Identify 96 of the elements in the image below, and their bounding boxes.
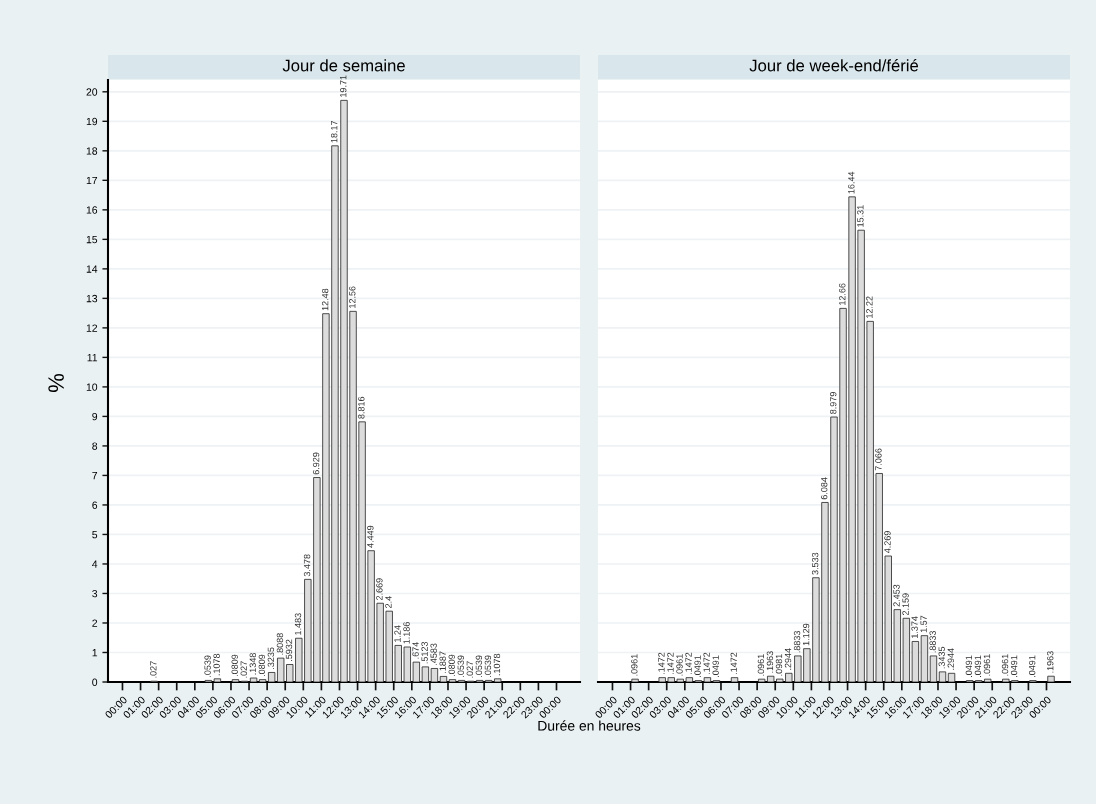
y-tick-label: 19: [86, 117, 98, 126]
chart-title: Jour de semaine: [282, 59, 405, 72]
y-tick-label: 0: [92, 678, 98, 686]
y-tick-label: 4: [92, 560, 98, 568]
data-label: .0491: [694, 655, 701, 677]
y-tick-label: 15: [86, 235, 98, 244]
data-label: 15.31: [857, 205, 864, 227]
data-label: .0491: [1010, 655, 1018, 677]
data-label: .1078: [493, 653, 501, 676]
data-label: 6.084: [820, 477, 828, 500]
data-label: .0809: [448, 654, 455, 677]
data-label: 1.186: [403, 622, 410, 644]
data-label: 7.066: [875, 448, 882, 471]
y-tick-label: 7: [92, 472, 98, 480]
data-label: .1963: [1047, 651, 1054, 673]
data-label: .0539: [204, 655, 211, 677]
data-label: .674: [412, 642, 419, 659]
y-tick-label: 3: [92, 589, 98, 598]
data-label: .1078: [213, 653, 220, 676]
y-tick-label: 9: [92, 412, 98, 421]
y-tick-label: 6: [92, 501, 98, 509]
y-tick-label: 18: [86, 147, 98, 155]
data-label: .5932: [285, 639, 293, 661]
data-label: 1.374: [911, 616, 918, 638]
data-label: .0961: [631, 654, 638, 676]
y-tick-label: 17: [86, 176, 98, 185]
data-label: 2.453: [893, 584, 900, 607]
data-label: .027: [240, 661, 247, 678]
data-label: 12.66: [839, 283, 846, 305]
data-label: .1472: [658, 652, 665, 675]
data-label: .0491: [965, 655, 973, 677]
y-tick-label: 2: [92, 619, 98, 627]
y-tick-label: 12: [86, 324, 98, 332]
data-label: .0961: [983, 654, 991, 676]
data-label: .8833: [793, 630, 801, 653]
data-label: .2944: [947, 648, 954, 670]
data-label: .0539: [457, 655, 464, 677]
data-label: .5123: [421, 641, 428, 664]
data-label: 4.449: [367, 525, 374, 548]
data-label: .1472: [667, 652, 674, 675]
data-label: .0491: [712, 655, 719, 677]
data-label: 1.483: [294, 613, 302, 635]
data-label: .0981: [775, 654, 783, 676]
chart-title: Jour de week-end/férié: [749, 59, 919, 72]
data-label: 1.24: [394, 625, 401, 642]
y-tick-label: 5: [92, 531, 98, 539]
data-label: .0961: [676, 654, 683, 676]
data-label: .0491: [1028, 655, 1036, 677]
data-label: 12.56: [349, 286, 356, 308]
data-label: 16.44: [848, 171, 855, 194]
data-label: 8.816: [358, 396, 365, 419]
y-axis-title: %: [48, 373, 64, 393]
data-label: .3235: [267, 647, 275, 669]
y-tick-label: 20: [86, 88, 98, 96]
data-label: .1963: [766, 651, 774, 673]
data-label: 2.159: [902, 593, 909, 616]
y-tick-label: 10: [86, 383, 98, 391]
data-label: 12.22: [866, 296, 873, 318]
data-label: .8833: [929, 630, 936, 653]
y-tick-label: 8: [92, 442, 98, 450]
data-label: 18.17: [330, 120, 338, 143]
data-label: 19.71: [340, 75, 347, 97]
data-label: .8088: [276, 633, 284, 655]
data-label: .0809: [231, 654, 238, 677]
y-tick-label: 16: [86, 206, 98, 214]
y-tick-label: 13: [86, 294, 98, 303]
data-label: 3.533: [811, 552, 819, 575]
data-label: .027: [466, 661, 474, 678]
data-label: .1348: [249, 653, 256, 675]
data-label: .2944: [784, 648, 792, 670]
data-label: 2.4: [385, 596, 392, 608]
data-label: .1887: [439, 651, 446, 673]
data-label: 3.478: [303, 554, 311, 577]
data-label: .4583: [430, 643, 437, 665]
data-label: .027: [150, 661, 157, 678]
data-label: .1472: [730, 652, 737, 675]
data-label: 6.929: [312, 452, 320, 475]
x-axis-title: Durée en heures: [538, 720, 641, 731]
data-label: 12.48: [321, 288, 329, 311]
data-label: .0539: [475, 655, 483, 677]
data-label: .0809: [258, 654, 266, 677]
data-label: .1472: [685, 652, 692, 675]
data-label: 1.129: [802, 623, 810, 646]
data-label: 1.57: [920, 615, 927, 633]
y-tick-label: 11: [87, 354, 98, 362]
data-label: 4.269: [884, 531, 891, 554]
data-label: .3435: [938, 646, 945, 669]
data-label: .0491: [974, 655, 982, 677]
data-label: 8.979: [830, 392, 837, 414]
data-label: .1472: [703, 652, 710, 675]
y-tick-label: 14: [86, 265, 98, 273]
data-label: .0539: [484, 655, 492, 677]
data-label: .0961: [757, 654, 765, 676]
data-label: 2.669: [376, 578, 383, 601]
y-tick-label: 1: [92, 649, 98, 657]
data-label: .0961: [1001, 654, 1009, 676]
